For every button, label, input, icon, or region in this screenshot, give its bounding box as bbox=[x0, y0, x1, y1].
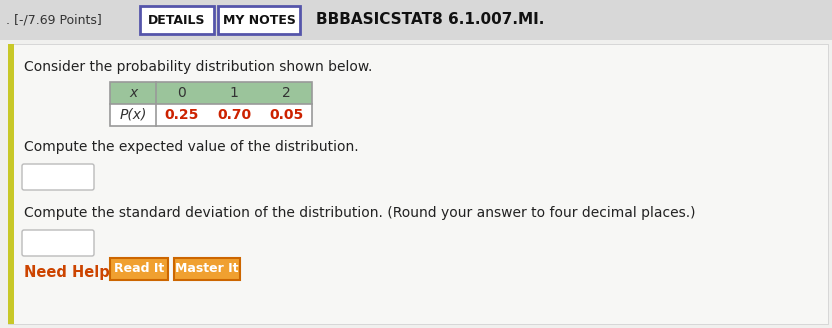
Text: . [-/7.69 Points]: . [-/7.69 Points] bbox=[6, 13, 102, 27]
Text: Consider the probability distribution shown below.: Consider the probability distribution sh… bbox=[24, 60, 373, 74]
FancyBboxPatch shape bbox=[22, 164, 94, 190]
Text: 0.70: 0.70 bbox=[217, 108, 251, 122]
Text: Compute the expected value of the distribution.: Compute the expected value of the distri… bbox=[24, 140, 359, 154]
Text: Need Help?: Need Help? bbox=[24, 264, 118, 279]
Bar bbox=[110, 104, 312, 126]
Bar bbox=[0, 0, 832, 40]
Text: P(x): P(x) bbox=[119, 108, 146, 122]
Text: Compute the standard deviation of the distribution. (Round your answer to four d: Compute the standard deviation of the di… bbox=[24, 206, 696, 220]
FancyBboxPatch shape bbox=[140, 6, 214, 34]
FancyBboxPatch shape bbox=[110, 258, 168, 280]
Text: Master It: Master It bbox=[176, 262, 239, 276]
Text: DETAILS: DETAILS bbox=[148, 13, 206, 27]
Bar bbox=[0, 40, 832, 328]
Text: 0.05: 0.05 bbox=[269, 108, 303, 122]
Text: 2: 2 bbox=[281, 86, 290, 100]
Text: MY NOTES: MY NOTES bbox=[223, 13, 295, 27]
Text: 1: 1 bbox=[230, 86, 239, 100]
Text: x: x bbox=[129, 86, 137, 100]
Bar bbox=[8, 44, 828, 324]
FancyBboxPatch shape bbox=[218, 6, 300, 34]
FancyBboxPatch shape bbox=[174, 258, 240, 280]
FancyBboxPatch shape bbox=[22, 230, 94, 256]
Text: 0.25: 0.25 bbox=[165, 108, 199, 122]
Text: BBBASICSTAT8 6.1.007.MI.: BBBASICSTAT8 6.1.007.MI. bbox=[316, 12, 544, 28]
Bar bbox=[110, 82, 312, 104]
Bar bbox=[110, 82, 312, 126]
Text: Read It: Read It bbox=[114, 262, 164, 276]
Text: 0: 0 bbox=[177, 86, 186, 100]
Bar bbox=[8, 44, 14, 324]
